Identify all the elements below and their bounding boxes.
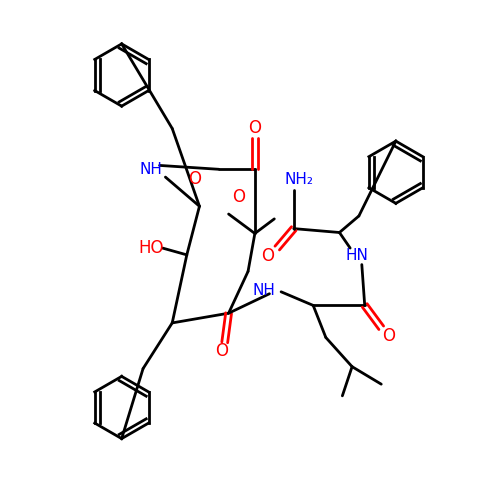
Text: HN: HN — [346, 248, 368, 264]
Text: O: O — [261, 247, 274, 265]
Text: O: O — [248, 120, 262, 138]
Text: NH: NH — [252, 284, 275, 298]
Text: O: O — [382, 326, 396, 344]
Text: O: O — [188, 170, 201, 188]
Text: O: O — [232, 188, 245, 206]
Text: NH: NH — [140, 162, 162, 177]
Text: HO: HO — [138, 239, 164, 257]
Text: NH₂: NH₂ — [284, 172, 313, 188]
Text: O: O — [216, 342, 228, 360]
